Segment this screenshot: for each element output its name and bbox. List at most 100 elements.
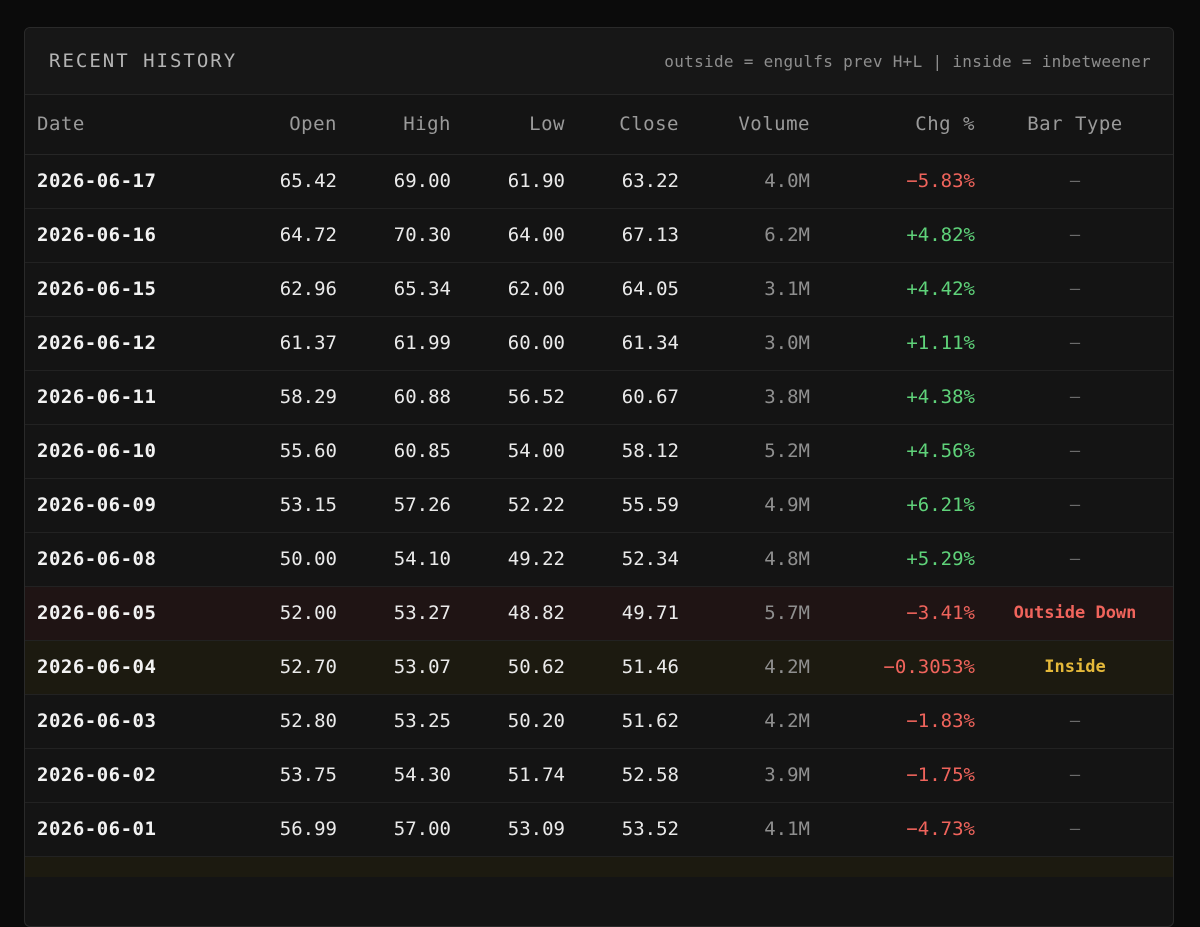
cell-volume: 3.1M xyxy=(764,278,810,300)
cell-open: 52.80 xyxy=(279,710,337,732)
cell-bar-type: — xyxy=(1069,549,1081,569)
cell-chg: −3.41% xyxy=(906,602,975,624)
cell-high: 69.00 xyxy=(393,170,451,192)
cell-bar-type: — xyxy=(1069,765,1081,785)
cell-close: 60.67 xyxy=(621,386,679,408)
table-row[interactable]: 2026-06-01 56.99 57.00 53.09 53.52 4.1M … xyxy=(25,802,1173,856)
table-row[interactable]: 2026-06-16 64.72 70.30 64.00 67.13 6.2M … xyxy=(25,208,1173,262)
cell-volume: 4.9M xyxy=(764,494,810,516)
column-header-open[interactable]: Open xyxy=(289,113,337,136)
cell-open: 50.00 xyxy=(279,548,337,570)
cell-bar-type: — xyxy=(1069,711,1081,731)
cell-high: 53.07 xyxy=(393,656,451,678)
cell-high: 53.27 xyxy=(393,602,451,624)
cell-close: 67.13 xyxy=(621,224,679,246)
cell-open: 65.42 xyxy=(279,170,337,192)
cell-close: 55.59 xyxy=(621,494,679,516)
cell-volume: 4.2M xyxy=(764,710,810,732)
table-row[interactable]: 2026-06-12 61.37 61.99 60.00 61.34 3.0M … xyxy=(25,316,1173,370)
cell-open: 53.15 xyxy=(279,494,337,516)
cell-bar-type: Outside Down xyxy=(1013,603,1137,623)
table-row[interactable]: 2026-06-02 53.75 54.30 51.74 52.58 3.9M … xyxy=(25,748,1173,802)
cell-high: 60.88 xyxy=(393,386,451,408)
cell-date: 2026-06-01 xyxy=(37,818,157,840)
cell-open: 53.75 xyxy=(279,764,337,786)
cell-volume: 5.7M xyxy=(764,602,810,624)
cell-close: 53.52 xyxy=(621,818,679,840)
cell-low: 54.00 xyxy=(507,440,565,462)
cell-low: 53.09 xyxy=(507,818,565,840)
cell-date: 2026-06-15 xyxy=(37,278,157,300)
cell-volume: 3.8M xyxy=(764,386,810,408)
cell-bar-type: — xyxy=(1069,387,1081,407)
cell-volume: 5.2M xyxy=(764,440,810,462)
cell-open: 52.70 xyxy=(279,656,337,678)
panel-title: RECENT HISTORY xyxy=(49,50,238,72)
cell-low: 50.62 xyxy=(507,656,565,678)
cell-close: 49.71 xyxy=(621,602,679,624)
table-row[interactable]: 2026-06-15 62.96 65.34 62.00 64.05 3.1M … xyxy=(25,262,1173,316)
cell-chg: +4.56% xyxy=(906,440,975,462)
cell-high: 65.34 xyxy=(393,278,451,300)
recent-history-panel: RECENT HISTORY outside = engulfs prev H+… xyxy=(24,27,1174,927)
cell-chg: +5.29% xyxy=(906,548,975,570)
cell-low: 61.90 xyxy=(507,170,565,192)
table-row[interactable]: 2026-06-05 52.00 53.27 48.82 49.71 5.7M … xyxy=(25,586,1173,640)
cell-bar-type: — xyxy=(1069,333,1081,353)
table-row[interactable]: 2026-06-09 53.15 57.26 52.22 55.59 4.9M … xyxy=(25,478,1173,532)
cell-open: 58.29 xyxy=(279,386,337,408)
table-row[interactable]: 2026-06-10 55.60 60.85 54.00 58.12 5.2M … xyxy=(25,424,1173,478)
cell-high: 70.30 xyxy=(393,224,451,246)
column-header-volume[interactable]: Volume xyxy=(738,113,810,136)
cell-close: 61.34 xyxy=(621,332,679,354)
cell-low: 50.20 xyxy=(507,710,565,732)
column-header-high[interactable]: High xyxy=(403,113,451,136)
column-header-chg[interactable]: Chg % xyxy=(915,113,975,136)
column-header-close[interactable]: Close xyxy=(619,113,679,136)
cell-low: 52.22 xyxy=(507,494,565,516)
cell-bar-type: — xyxy=(1069,225,1081,245)
cell-close: 63.22 xyxy=(621,170,679,192)
cell-bar-type: — xyxy=(1069,171,1081,191)
cell-date: 2026-06-05 xyxy=(37,602,157,624)
cell-close: 64.05 xyxy=(621,278,679,300)
cell-bar-type: — xyxy=(1069,819,1081,839)
cell-high: 61.99 xyxy=(393,332,451,354)
cell-date: 2026-06-12 xyxy=(37,332,157,354)
table-body: 2026-06-17 65.42 69.00 61.90 63.22 4.0M … xyxy=(25,154,1173,856)
cell-high: 60.85 xyxy=(393,440,451,462)
cell-high: 54.30 xyxy=(393,764,451,786)
table-row[interactable]: 2026-06-17 65.42 69.00 61.90 63.22 4.0M … xyxy=(25,154,1173,208)
cell-date: 2026-06-08 xyxy=(37,548,157,570)
history-table: Date Open High Low Close Volume Chg % Ba… xyxy=(25,95,1173,857)
cell-chg: −0.3053% xyxy=(883,656,975,678)
cell-close: 52.34 xyxy=(621,548,679,570)
cell-chg: −1.83% xyxy=(906,710,975,732)
table-row[interactable]: 2026-06-08 50.00 54.10 49.22 52.34 4.8M … xyxy=(25,532,1173,586)
cell-chg: −4.73% xyxy=(906,818,975,840)
cell-low: 48.82 xyxy=(507,602,565,624)
cell-low: 62.00 xyxy=(507,278,565,300)
column-header-low[interactable]: Low xyxy=(529,113,565,136)
cell-date: 2026-06-04 xyxy=(37,656,157,678)
cell-chg: +6.21% xyxy=(906,494,975,516)
cell-chg: +1.11% xyxy=(906,332,975,354)
cell-date: 2026-06-03 xyxy=(37,710,157,732)
cell-volume: 6.2M xyxy=(764,224,810,246)
cell-chg: −5.83% xyxy=(906,170,975,192)
cell-open: 61.37 xyxy=(279,332,337,354)
cell-open: 56.99 xyxy=(279,818,337,840)
cell-high: 54.10 xyxy=(393,548,451,570)
cell-low: 49.22 xyxy=(507,548,565,570)
cell-volume: 4.0M xyxy=(764,170,810,192)
cell-date: 2026-06-10 xyxy=(37,440,157,462)
cell-date: 2026-06-11 xyxy=(37,386,157,408)
cell-close: 51.62 xyxy=(621,710,679,732)
table-row[interactable]: 2026-06-04 52.70 53.07 50.62 51.46 4.2M … xyxy=(25,640,1173,694)
column-header-date[interactable]: Date xyxy=(37,113,85,136)
cell-low: 56.52 xyxy=(507,386,565,408)
table-row[interactable]: 2026-06-11 58.29 60.88 56.52 60.67 3.8M … xyxy=(25,370,1173,424)
cell-date: 2026-06-16 xyxy=(37,224,157,246)
table-row[interactable]: 2026-06-03 52.80 53.25 50.20 51.62 4.2M … xyxy=(25,694,1173,748)
column-header-bar-type[interactable]: Bar Type xyxy=(1027,113,1123,136)
